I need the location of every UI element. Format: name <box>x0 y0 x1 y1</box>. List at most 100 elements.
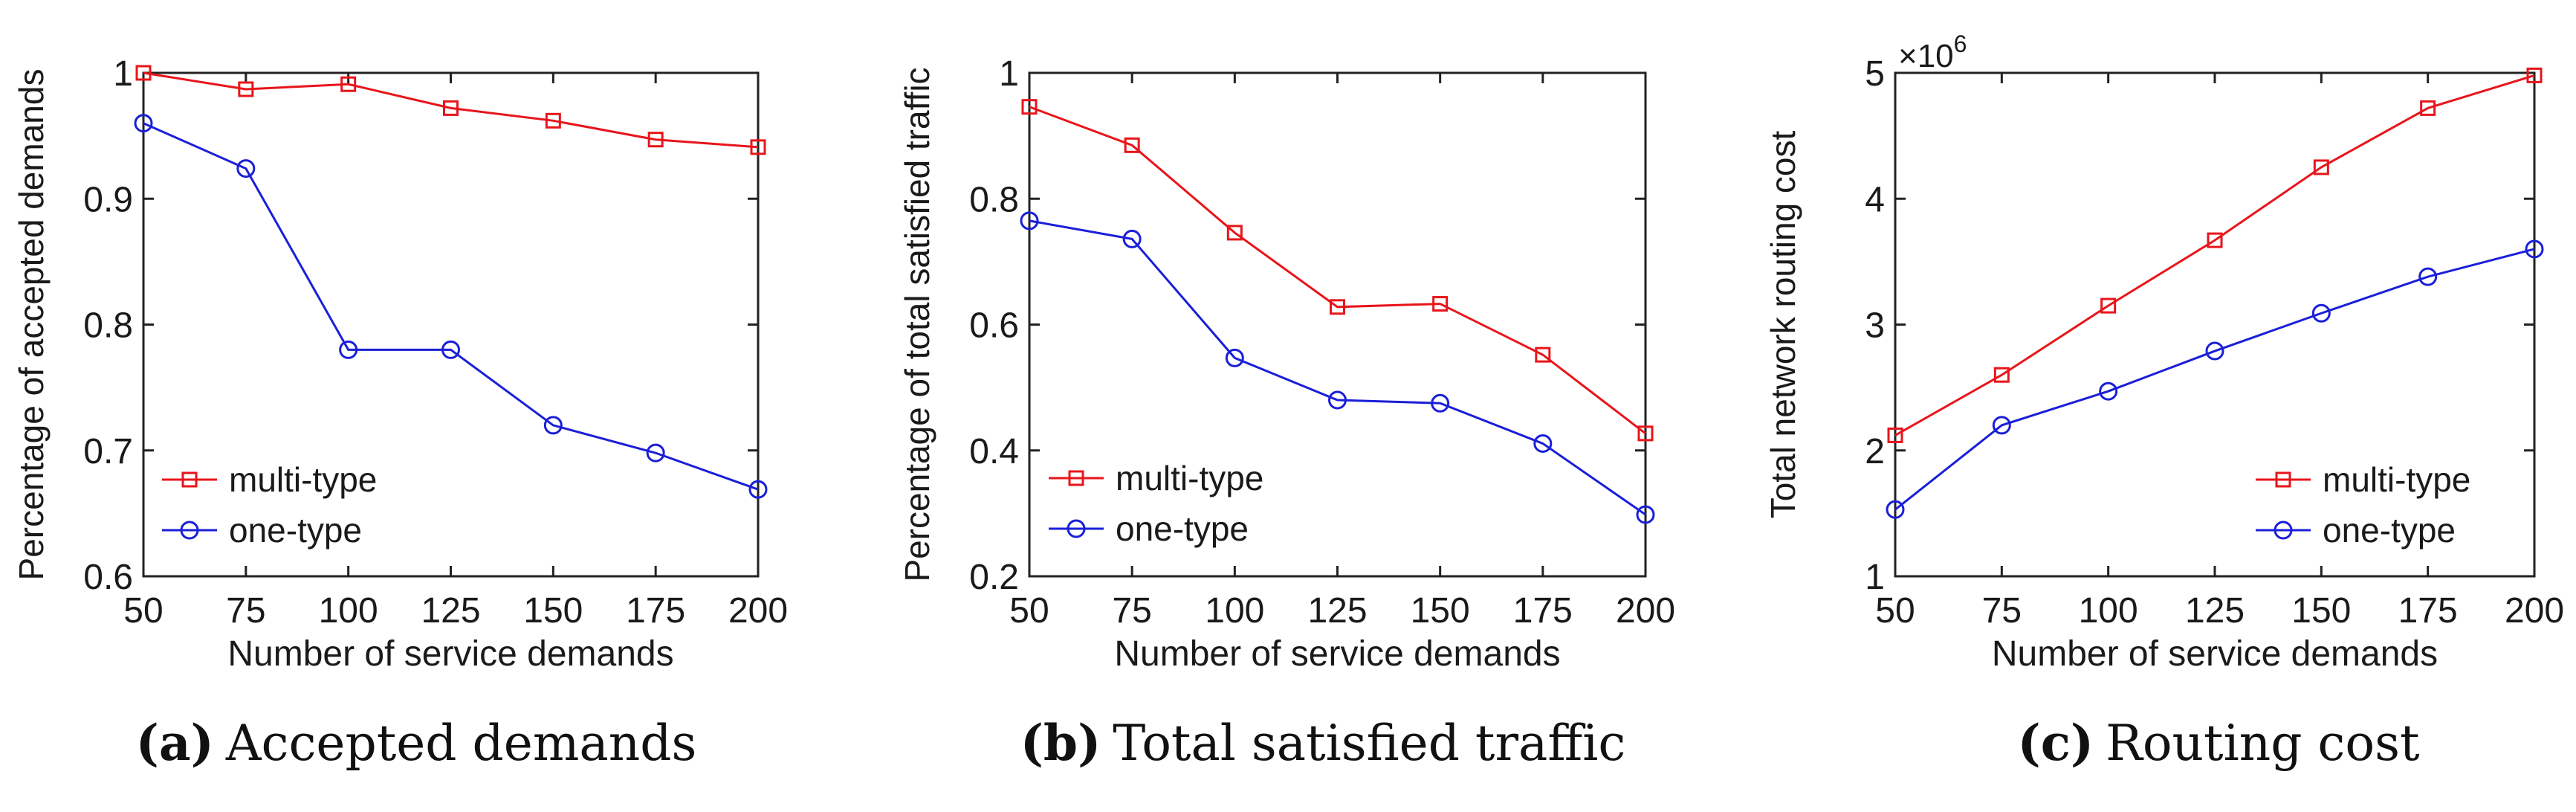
x-tick-label: 125 <box>2185 591 2245 631</box>
x-tick-label: 125 <box>1307 591 1367 631</box>
legend-label: one-type <box>1116 509 1249 548</box>
y-axis-label: Percentage of total satisfied traffic <box>898 67 936 581</box>
data-point-one-type <box>1992 416 2011 435</box>
data-point-multi-type <box>2526 67 2543 83</box>
x-tick-label: 75 <box>1982 591 2022 631</box>
data-point-one-type <box>1328 390 1347 410</box>
x-axis-label: Number of service demands <box>1992 634 2438 674</box>
legend-swatch-marker <box>2275 471 2291 488</box>
plot-area-frame <box>1028 71 1647 578</box>
data-point-multi-type <box>443 100 459 116</box>
data-point-one-type <box>2311 303 2331 323</box>
x-tick-label: 150 <box>2291 591 2351 631</box>
data-point-multi-type <box>1535 347 1551 363</box>
data-point-one-type <box>1636 505 1655 524</box>
x-tick-label: 125 <box>421 591 480 631</box>
exponent-power: 6 <box>1954 30 1967 57</box>
x-tick-label: 75 <box>1112 591 1151 631</box>
caption-text: Total satisfied traffic <box>1113 715 1625 772</box>
legend: multi-type one-type <box>162 460 377 550</box>
legend-label: multi-type <box>229 460 377 499</box>
legend-swatch-marker <box>180 521 199 540</box>
data-point-one-type <box>1020 211 1039 231</box>
series-line-multi-type <box>1029 106 1646 435</box>
subfigure-caption: (a) Accepted demands <box>136 714 697 772</box>
plot-area-frame <box>1894 71 2536 578</box>
y-tick-label: 0.4 <box>969 432 1019 471</box>
y-tick-label: 0.6 <box>969 306 1019 346</box>
data-point-multi-type <box>135 65 152 81</box>
series-line-multi-type <box>1894 74 2535 436</box>
y-tick-label: 1 <box>1865 558 1885 597</box>
data-point-one-type <box>646 443 665 463</box>
legend-swatch-marker <box>1068 470 1084 486</box>
data-point-multi-type <box>1021 99 1038 115</box>
x-axis-label: Number of service demands <box>227 634 673 674</box>
y-tick-label: 4 <box>1865 180 1885 219</box>
x-tick-label: 100 <box>2079 591 2138 631</box>
y-tick-label: 5 <box>1865 54 1885 94</box>
data-point-multi-type <box>1993 367 2010 383</box>
data-point-one-type <box>543 416 563 435</box>
y-axis-label: Percentage of accepted demands <box>12 69 51 581</box>
chart-panel-a: 50 75 100 125 150 175 200 0.6 0.7 0.8 0.9 1 Number o… <box>12 54 788 772</box>
data-point-one-type <box>441 340 460 359</box>
series-line-one-type <box>143 122 759 491</box>
x-tick-label: 200 <box>728 591 788 631</box>
caption-letter: (c) <box>2017 714 2094 772</box>
legend-label: one-type <box>229 511 362 550</box>
data-point-one-type <box>1886 500 1905 519</box>
legend: multi-type one-type <box>2256 460 2470 550</box>
data-point-multi-type <box>2100 297 2117 314</box>
legend-swatch-marker <box>1067 519 1086 538</box>
y-tick-label: 0.9 <box>83 180 133 219</box>
data-point-one-type <box>1122 229 1142 248</box>
data-point-multi-type <box>750 139 766 155</box>
data-point-multi-type <box>1124 137 1140 153</box>
x-tick-label: 100 <box>319 591 378 631</box>
data-point-multi-type <box>1637 425 1654 442</box>
data-point-one-type <box>748 480 768 499</box>
series-line-one-type <box>1029 219 1646 516</box>
caption-text: Routing cost <box>2106 715 2419 772</box>
data-point-multi-type <box>1432 296 1449 312</box>
caption-letter: (b) <box>1020 714 1101 772</box>
y-axis-label: Total network routing cost <box>1764 130 1802 518</box>
data-point-multi-type <box>1887 427 1903 443</box>
x-tick-label: 150 <box>523 591 583 631</box>
data-point-one-type <box>236 159 256 178</box>
data-point-multi-type <box>340 76 357 92</box>
x-tick-label: 175 <box>2398 591 2458 631</box>
x-tick-label: 175 <box>1513 591 1573 631</box>
y-tick-label: 0.8 <box>83 306 133 346</box>
data-point-multi-type <box>2313 159 2329 175</box>
y-axis-exponent: ×106 <box>1898 30 1967 74</box>
data-point-one-type <box>339 340 358 359</box>
x-tick-label: 175 <box>626 591 685 631</box>
data-point-multi-type <box>1226 225 1243 241</box>
y-tick-label: 1 <box>999 54 1019 94</box>
legend-swatch-marker <box>2274 521 2293 540</box>
x-tick-label: 75 <box>226 591 265 631</box>
x-tick-label: 50 <box>123 591 163 631</box>
plot-area-frame <box>142 71 760 578</box>
data-point-one-type <box>2099 381 2118 401</box>
y-tick-label: 3 <box>1865 306 1885 346</box>
subfigure-caption: (c) Routing cost <box>2017 714 2419 772</box>
y-tick-label: 0.7 <box>83 432 133 471</box>
x-tick-label: 100 <box>1205 591 1264 631</box>
y-tick-label: 0.6 <box>83 558 133 597</box>
legend: multi-type one-type <box>1049 459 1263 548</box>
subfigure-caption: (b) Total satisfied traffic <box>1020 714 1626 772</box>
data-point-multi-type <box>647 132 664 148</box>
data-point-one-type <box>1431 393 1450 413</box>
x-tick-label: 50 <box>1875 591 1915 631</box>
data-point-multi-type <box>545 112 561 129</box>
y-tick-label: 2 <box>1865 432 1885 471</box>
data-point-one-type <box>1225 348 1244 367</box>
legend-label: multi-type <box>2323 460 2470 499</box>
series-line-one-type <box>1894 248 2535 511</box>
caption-text: Accepted demands <box>225 715 697 772</box>
data-point-one-type <box>2525 239 2544 259</box>
